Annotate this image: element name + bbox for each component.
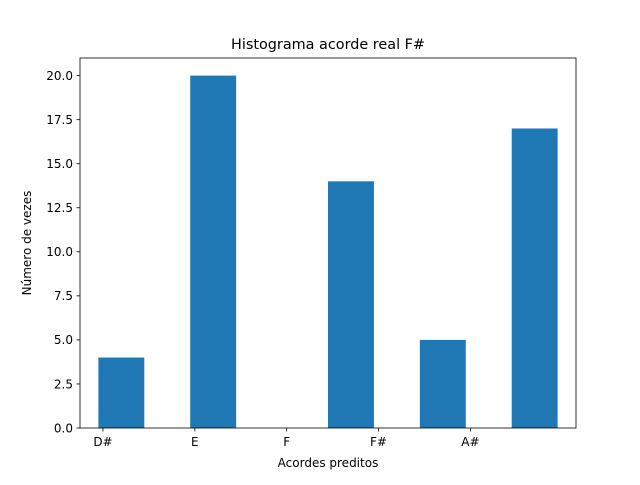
bar-0 [98,357,145,428]
x-axis-label: Acordes preditos [278,456,379,470]
y-tick-label: 10.0 [46,245,73,259]
y-tick-label: 20.0 [46,69,73,83]
chart-title: Histograma acorde real F# [231,37,425,53]
bar-1 [190,75,237,428]
y-axis-label: Número de vezes [20,191,34,296]
y-tick-label: 15.0 [46,157,73,171]
y-tick-label: 0.0 [54,421,73,435]
bars-layer [98,75,558,428]
y-tick-label: 12.5 [46,201,73,215]
x-ticks: D# E F F# A# [93,428,480,449]
bar-3 [419,339,466,428]
x-tick-label: F# [370,435,387,449]
y-tick-label: 2.5 [54,377,73,391]
y-tick-label: 17.5 [46,113,73,127]
y-tick-label: 5.0 [54,333,73,347]
bar-2 [328,181,374,428]
x-tick-label: E [191,435,199,449]
x-tick-label: F [283,435,290,449]
bar-4 [511,128,558,428]
x-tick-label: A# [461,435,479,449]
plot-frame [79,57,577,429]
x-tick-label: D# [93,435,112,449]
y-ticks: 0.0 2.5 5.0 7.5 10.0 12.5 15.0 17.5 20.0 [46,69,80,435]
y-tick-label: 7.5 [54,289,73,303]
